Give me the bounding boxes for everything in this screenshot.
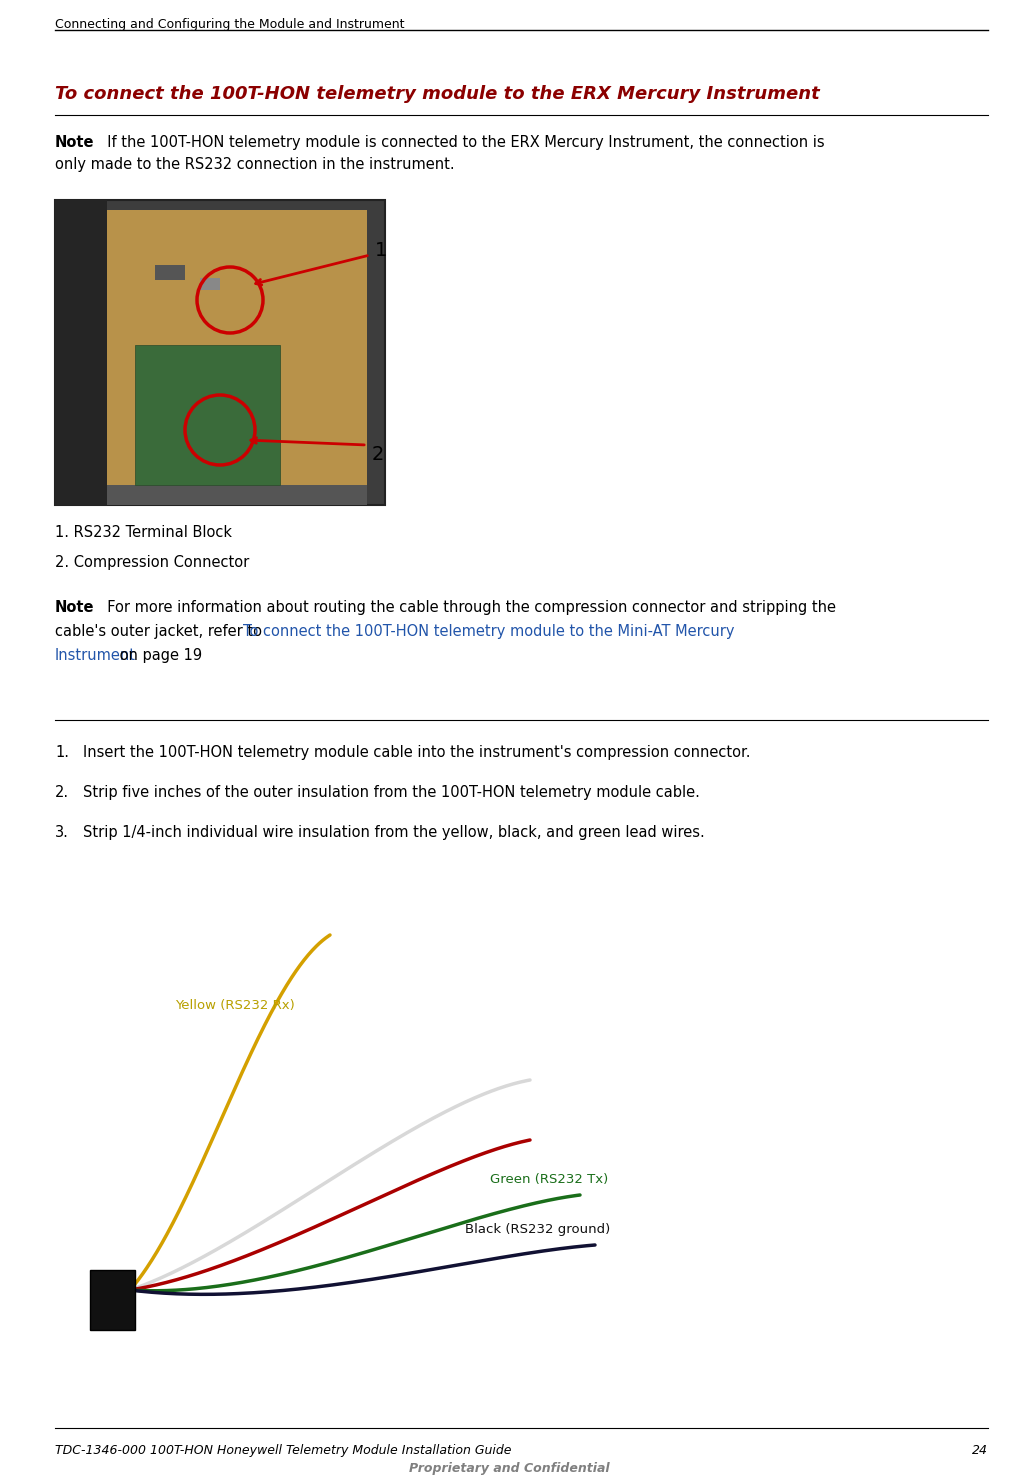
Bar	[90, 1270, 135, 1330]
Text: Insert the 100T-HON telemetry module cable into the instrument's compression con: Insert the 100T-HON telemetry module cab…	[83, 745, 750, 760]
Text: 1.: 1.	[55, 745, 69, 760]
Text: To connect the 100T-HON telemetry module to the Mini-AT Mercury: To connect the 100T-HON telemetry module…	[242, 624, 734, 638]
Bar	[55, 200, 107, 505]
Text: cable's outer jacket, refer to: cable's outer jacket, refer to	[55, 624, 267, 638]
Text: TDC-1346-000 100T-HON Honeywell Telemetry Module Installation Guide: TDC-1346-000 100T-HON Honeywell Telemetr…	[55, 1444, 511, 1457]
Text: 2. Compression Connector: 2. Compression Connector	[55, 556, 249, 571]
Text: For more information about routing the cable through the compression connector a: For more information about routing the c…	[98, 600, 836, 615]
Text: Note: Note	[55, 600, 95, 615]
Text: only made to the RS232 connection in the instrument.: only made to the RS232 connection in the…	[55, 157, 455, 171]
Text: 2: 2	[372, 445, 385, 464]
Text: If the 100T-HON telemetry module is connected to the ERX Mercury Instrument, the: If the 100T-HON telemetry module is conn…	[98, 134, 825, 149]
Text: 1: 1	[375, 241, 388, 260]
Text: Instrument: Instrument	[55, 647, 136, 664]
Bar	[107, 485, 367, 505]
Text: 24: 24	[972, 1444, 988, 1457]
Bar	[155, 265, 185, 279]
Text: 1. RS232 Terminal Block: 1. RS232 Terminal Block	[55, 525, 232, 539]
Text: on page 19: on page 19	[115, 647, 203, 664]
Text: 2.: 2.	[55, 785, 69, 800]
Text: Black (RS232 ground): Black (RS232 ground)	[465, 1224, 610, 1237]
Text: Connecting and Configuring the Module and Instrument: Connecting and Configuring the Module an…	[55, 18, 404, 31]
Text: Strip five inches of the outer insulation from the 100T-HON telemetry module cab: Strip five inches of the outer insulatio…	[83, 785, 700, 800]
Bar	[135, 344, 280, 485]
Text: Green (RS232 Tx): Green (RS232 Tx)	[490, 1174, 608, 1187]
Bar	[200, 278, 220, 290]
Text: Strip 1/4-inch individual wire insulation from the yellow, black, and green lead: Strip 1/4-inch individual wire insulatio…	[83, 825, 704, 840]
Text: Proprietary and Confidential: Proprietary and Confidential	[408, 1462, 610, 1475]
Bar	[55, 200, 385, 505]
Bar	[107, 210, 367, 491]
Text: To connect the 100T-HON telemetry module to the ERX Mercury Instrument: To connect the 100T-HON telemetry module…	[55, 86, 819, 103]
Text: Yellow (RS232 Rx): Yellow (RS232 Rx)	[175, 999, 295, 1011]
Text: Note: Note	[55, 134, 95, 149]
Text: 3.: 3.	[55, 825, 69, 840]
